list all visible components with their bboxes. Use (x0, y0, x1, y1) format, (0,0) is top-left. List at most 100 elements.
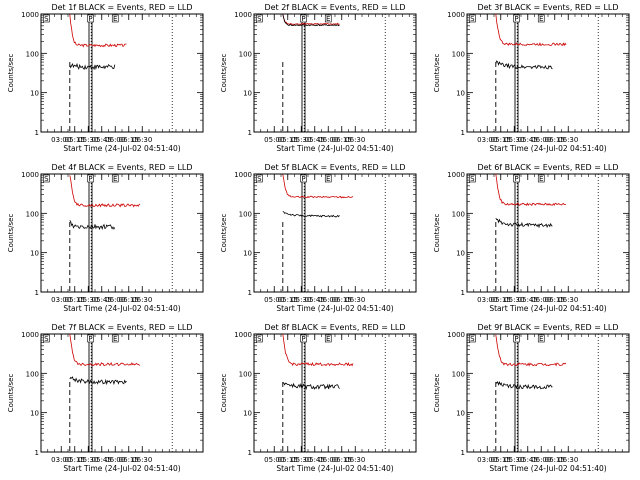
marker-s-box (43, 174, 50, 183)
events-series-line (282, 382, 340, 391)
x-tick-label: 05:30 (291, 456, 311, 464)
x-tick-label: 05:15 (278, 136, 298, 144)
x-tick-label: 06:30 (132, 296, 152, 304)
x-tick-label: 05:45 (518, 136, 538, 144)
plot-panel-9: Det 9f BLACK = Events, RED = LLD 1 10 100 10… (433, 323, 630, 473)
plot-frame (466, 333, 630, 453)
marker-s-box (43, 14, 50, 23)
x-tick-label: 06:15 (332, 456, 352, 464)
plot-title: Det 5f BLACK = Events, RED = LLD (264, 163, 405, 172)
marker-e-label: E (539, 15, 543, 23)
events-series-line (282, 211, 340, 218)
y-tick-label: 1000 (21, 331, 39, 339)
y-tick-label: 100 (452, 210, 465, 218)
x-tick-label: 06:00 (531, 456, 551, 464)
plot-title: Det 2f BLACK = Events, RED = LLD (264, 3, 405, 12)
plot-frame (253, 13, 417, 133)
y-axis-label: Counts/sec (7, 54, 15, 93)
plot-panel-1: Det 1f BLACK = Events, RED = LLD 1 10 100 10… (7, 3, 204, 153)
x-tick-label: 06:00 (105, 296, 125, 304)
y-tick-label: 100 (239, 210, 252, 218)
lld-series-line (495, 173, 566, 207)
y-axis-label: Counts/sec (220, 374, 228, 413)
plot-frame (466, 13, 630, 133)
x-axis-label: Start Time (24-Jul-02 04:51:40) (63, 464, 180, 473)
y-tick-label: 10 (30, 250, 39, 258)
marker-s-label: S (470, 15, 475, 23)
x-tick-label: 06:00 (105, 456, 125, 464)
x-tick-label: 05:00 (264, 296, 284, 304)
x-tick-label: 05:15 (65, 136, 85, 144)
x-tick-label: 05:30 (78, 456, 98, 464)
x-tick-label: 03:00 (477, 296, 497, 304)
x-tick-label: 05:45 (518, 456, 538, 464)
marker-e-box (537, 174, 545, 183)
y-tick-label: 10 (456, 90, 465, 98)
x-tick-label: 06:00 (318, 296, 338, 304)
y-tick-label: 1000 (21, 171, 39, 179)
marker-s-label: S (470, 175, 475, 183)
marker-s-label: S (257, 335, 262, 343)
y-tick-label: 1 (248, 449, 252, 457)
y-tick-label: 1000 (447, 331, 465, 339)
marker-p-box (300, 14, 307, 23)
lld-series-line (69, 14, 127, 48)
y-axis-label: Counts/sec (433, 54, 441, 93)
marker-e-box (111, 334, 119, 343)
marker-s-box (43, 334, 50, 343)
x-tick-label: 05:30 (504, 456, 524, 464)
x-tick-label: 06:15 (119, 136, 139, 144)
marker-s-box (256, 14, 263, 23)
x-tick-label: 05:30 (291, 136, 311, 144)
x-tick-label: 06:15 (545, 456, 565, 464)
x-tick-label: 05:45 (518, 296, 538, 304)
marker-e-box (537, 14, 545, 23)
y-tick-label: 10 (243, 410, 252, 418)
marker-e-label: E (113, 15, 117, 23)
y-tick-label: 100 (239, 50, 252, 58)
x-tick-label: 05:15 (491, 296, 511, 304)
plot-title: Det 6f BLACK = Events, RED = LLD (477, 163, 618, 172)
x-tick-label: 03:00 (51, 296, 71, 304)
x-tick-label: 05:45 (92, 456, 112, 464)
marker-e-label: E (113, 335, 117, 343)
marker-e-box (324, 14, 332, 23)
marker-s-label: S (44, 175, 49, 183)
marker-s-box (469, 14, 476, 23)
marker-p-box (87, 174, 94, 183)
y-tick-label: 100 (452, 370, 465, 378)
x-axis-label: Start Time (24-Jul-02 04:51:40) (276, 304, 393, 313)
marker-p-label: P (514, 15, 518, 23)
marker-e-box (324, 174, 332, 183)
plot-panel-7: Det 7f BLACK = Events, RED = LLD 1 10 100 10… (7, 323, 204, 473)
x-tick-label: 06:15 (119, 456, 139, 464)
plot-frame (40, 173, 204, 293)
x-tick-label: 06:30 (132, 136, 152, 144)
x-tick-label: 03:00 (51, 456, 71, 464)
marker-s-box (256, 334, 263, 343)
marker-p-box (300, 174, 307, 183)
plot-frame (253, 333, 417, 453)
x-tick-label: 05:15 (65, 456, 85, 464)
y-tick-label: 10 (30, 90, 39, 98)
marker-e-label: E (326, 175, 330, 183)
y-tick-label: 100 (452, 50, 465, 58)
x-tick-label: 06:30 (558, 136, 578, 144)
lld-series-line (282, 333, 354, 367)
x-tick-label: 05:00 (264, 456, 284, 464)
x-tick-label: 06:30 (345, 296, 365, 304)
x-tick-label: 06:30 (558, 456, 578, 464)
y-tick-label: 1000 (234, 11, 252, 19)
x-tick-label: 06:00 (531, 296, 551, 304)
plot-title: Det 3f BLACK = Events, RED = LLD (477, 3, 618, 12)
marker-e-label: E (113, 175, 117, 183)
marker-s-label: S (44, 335, 49, 343)
y-tick-label: 1 (461, 129, 465, 137)
plot-panel-8: Det 8f BLACK = Events, RED = LLD 1 10 100 10… (220, 323, 417, 473)
x-tick-label: 05:15 (491, 136, 511, 144)
x-tick-label: 06:30 (345, 136, 365, 144)
y-tick-label: 1000 (447, 11, 465, 19)
x-tick-label: 05:30 (78, 136, 98, 144)
y-tick-label: 1000 (447, 171, 465, 179)
